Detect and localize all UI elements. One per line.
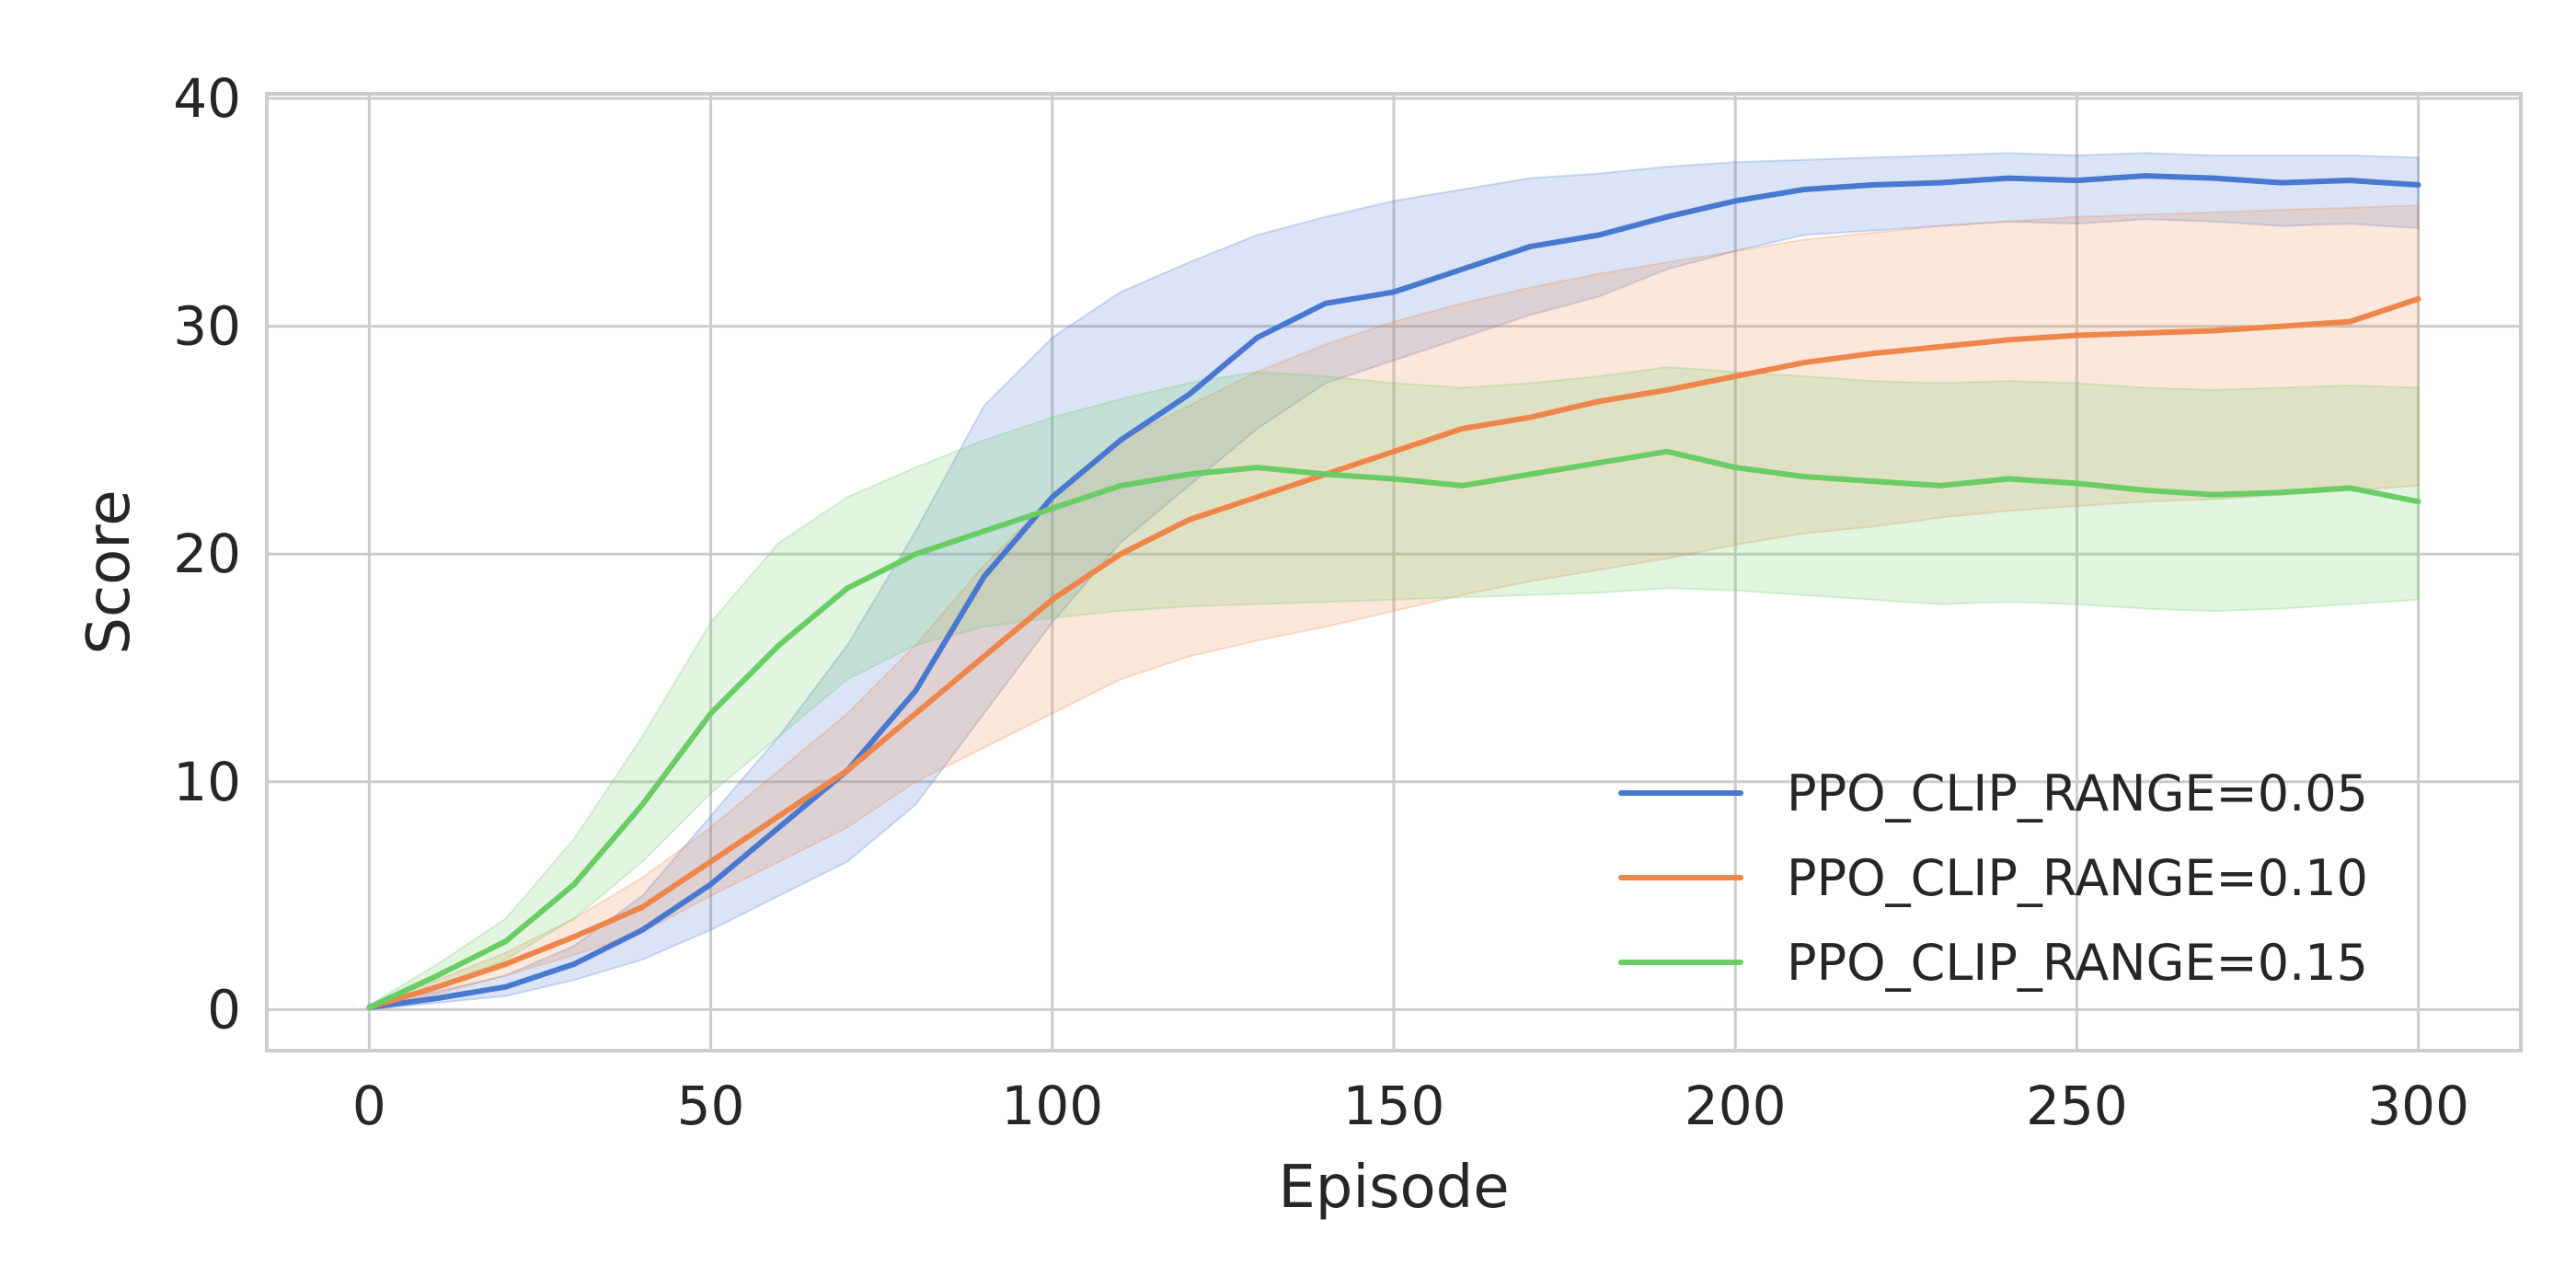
x-tick-label: 100 — [1001, 1075, 1103, 1137]
legend-label: PPO_CLIP_RANGE=0.15 — [1787, 934, 2368, 992]
x-tick-label: 50 — [677, 1075, 745, 1137]
x-tick-label: 250 — [2026, 1075, 2128, 1137]
series-band-1 — [368, 152, 2420, 1011]
legend-item-3: PPO_CLIP_RANGE=0.15 — [1618, 934, 2368, 992]
legend-item-2: PPO_CLIP_RANGE=0.10 — [1618, 849, 2368, 907]
grid — [267, 94, 2521, 1051]
x-tick-label: 300 — [2367, 1075, 2469, 1137]
tick-labels: 0 50 100 150 200 250 300 0 10 20 30 40 — [173, 67, 2469, 1137]
y-axis-label: Score — [75, 489, 144, 654]
legend-label: PPO_CLIP_RANGE=0.10 — [1787, 849, 2368, 907]
y-tick-label: 40 — [173, 67, 241, 130]
x-tick-label: 200 — [1685, 1075, 1787, 1137]
y-tick-label: 20 — [173, 523, 241, 585]
series-line-2 — [366, 295, 2421, 1010]
legend-label: PPO_CLIP_RANGE=0.05 — [1787, 765, 2368, 822]
y-tick-label: 30 — [173, 295, 241, 358]
x-axis-label: Episode — [1278, 1154, 1509, 1222]
legend-item-1: PPO_CLIP_RANGE=0.05 — [1618, 765, 2368, 822]
legend: PPO_CLIP_RANGE=0.05 PPO_CLIP_RANGE=0.10 PP… — [1618, 765, 2368, 992]
y-tick-label: 0 — [207, 978, 241, 1041]
confidence-bands — [368, 152, 2420, 1011]
x-tick-label: 0 — [352, 1075, 386, 1137]
plot-frame — [265, 92, 2523, 1052]
y-tick-label: 10 — [173, 751, 241, 813]
x-tick-label: 150 — [1343, 1075, 1445, 1137]
series-band-3 — [368, 366, 2420, 1011]
series-line-1 — [366, 173, 2421, 1010]
series-lines — [366, 173, 2421, 1010]
series-line-3 — [366, 448, 2421, 1010]
